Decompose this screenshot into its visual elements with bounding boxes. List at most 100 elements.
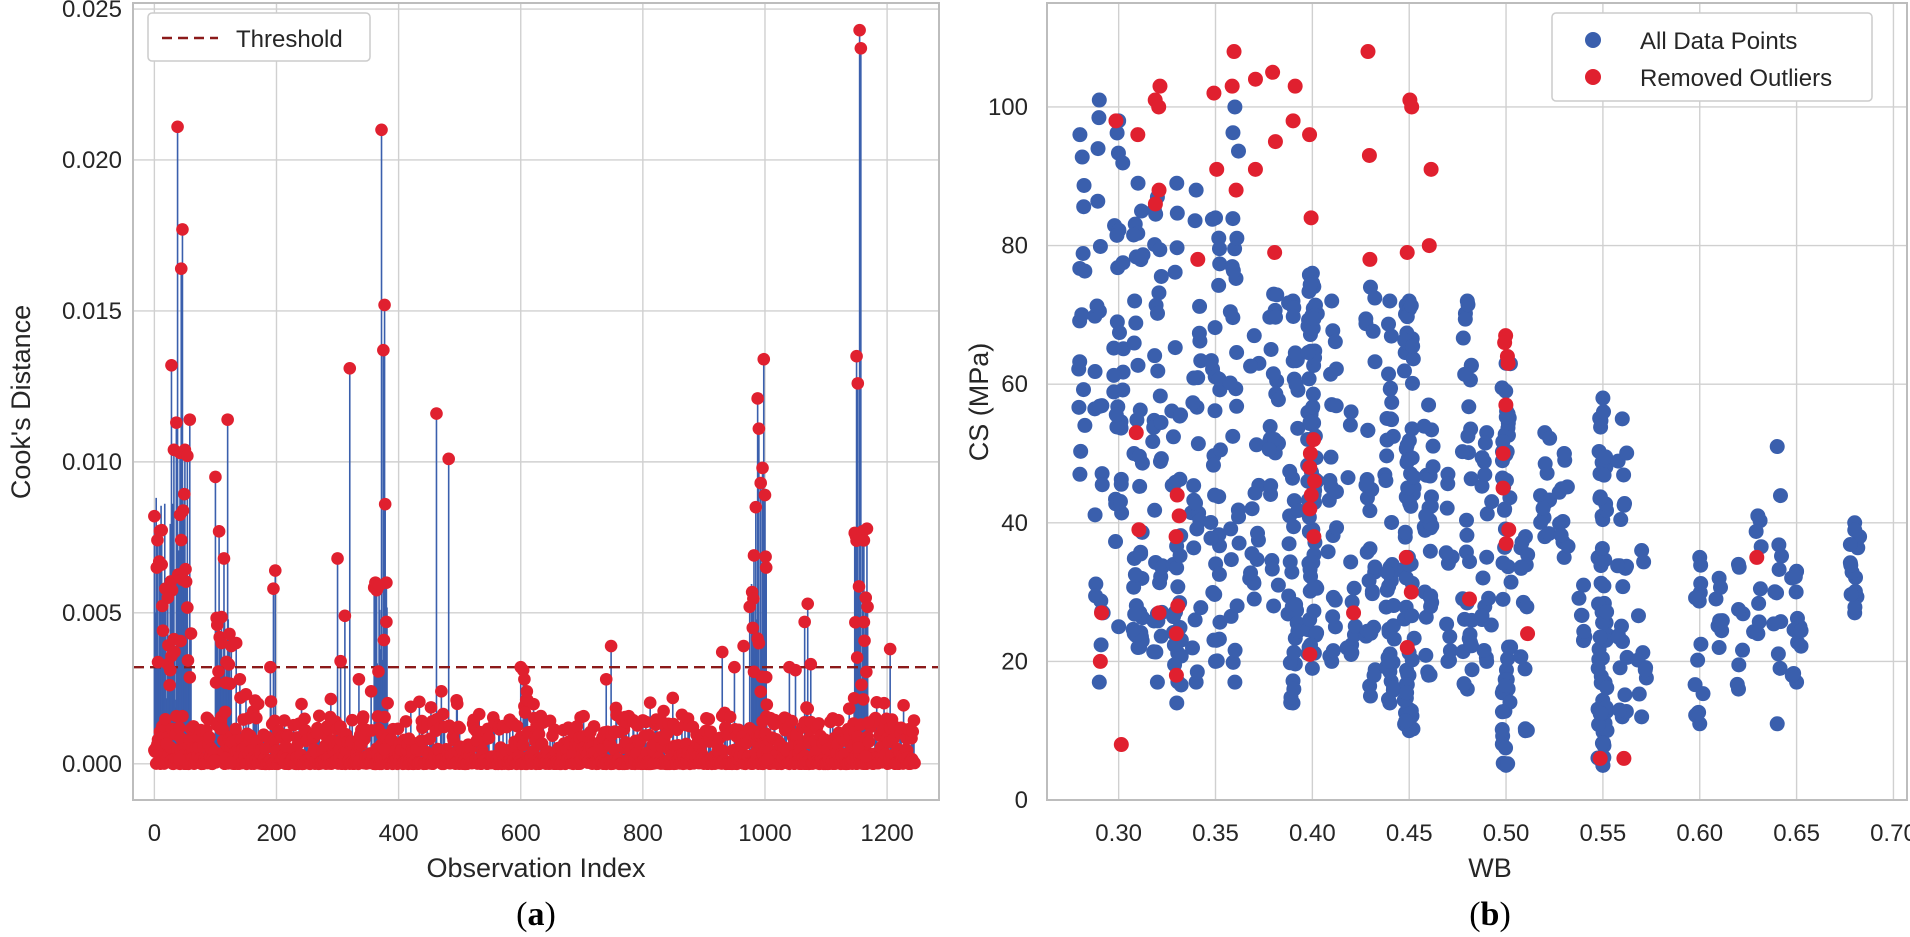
outlier-point [1303, 487, 1319, 503]
stem-marker [413, 695, 426, 709]
data-point [1130, 175, 1146, 191]
stem-marker [442, 452, 455, 466]
stem-marker [704, 725, 717, 738]
data-point [1457, 366, 1473, 382]
data-point [1599, 680, 1615, 696]
data-point [1305, 581, 1321, 597]
plot-frame [1046, 2, 1908, 801]
y-tick-label: 0.025 [62, 0, 122, 23]
data-point [1090, 193, 1106, 209]
stem-marker [208, 754, 222, 767]
stem-marker [239, 688, 253, 701]
data-point [1751, 595, 1767, 611]
data-point [1343, 554, 1359, 570]
data-point [1231, 509, 1247, 525]
data-point [1364, 586, 1380, 602]
data-point [1225, 310, 1241, 326]
stem-marker [312, 709, 326, 723]
data-point [1514, 534, 1530, 550]
outlier-point [1307, 473, 1323, 489]
data-point [1495, 591, 1511, 607]
stem-marker [883, 642, 897, 656]
data-point [1325, 643, 1341, 659]
stem-marker [757, 352, 771, 366]
data-point [1560, 538, 1576, 554]
data-point [1189, 521, 1205, 537]
outlier-point [1495, 480, 1511, 496]
data-point [1631, 686, 1647, 702]
stem-marker [174, 634, 187, 648]
data-point [1151, 285, 1167, 301]
x-tick-label: 400 [379, 820, 419, 847]
y-tick-label: 0.015 [62, 298, 122, 325]
data-point [1463, 471, 1479, 487]
data-point [1687, 677, 1703, 693]
data-point [1186, 478, 1202, 494]
data-point [1207, 320, 1223, 336]
outlier-point [1147, 196, 1163, 212]
stem-marker [377, 633, 391, 647]
data-point [1592, 629, 1608, 645]
data-point [1769, 716, 1785, 732]
data-point [1074, 149, 1090, 165]
data-point [1442, 643, 1458, 659]
data-point [1325, 589, 1341, 605]
stem-marker [184, 627, 198, 640]
data-point [1843, 586, 1859, 602]
data-point [1729, 676, 1745, 692]
stem-marker [430, 407, 443, 420]
y-tick-label: 60 [1001, 371, 1028, 398]
data-point [1386, 598, 1402, 614]
data-point [1358, 477, 1374, 493]
data-point [1474, 478, 1490, 494]
data-point [1325, 609, 1341, 625]
stem-marker [715, 645, 729, 659]
stem-marker [756, 715, 769, 728]
data-point [1126, 227, 1142, 243]
outlier-point [1302, 501, 1318, 517]
data-point [1173, 407, 1189, 423]
x-tick-label: 0.50 [1483, 820, 1530, 847]
data-point [1288, 597, 1304, 613]
data-point [1399, 437, 1415, 453]
data-point [1076, 177, 1092, 193]
stem-marker [268, 564, 282, 577]
data-point [1688, 590, 1704, 606]
data-point [1382, 293, 1398, 309]
stem-marker [181, 654, 195, 667]
data-point [1106, 367, 1122, 383]
data-point [1772, 660, 1788, 676]
outlier-point [1500, 355, 1516, 371]
stem-marker [176, 223, 189, 236]
data-point [1405, 338, 1421, 354]
data-point [1386, 680, 1402, 696]
data-point [1208, 632, 1224, 648]
data-point [1225, 428, 1241, 444]
y-tick-label: 100 [988, 94, 1028, 121]
stem-marker [818, 733, 832, 746]
stem-marker [728, 660, 741, 674]
data-point [1634, 709, 1650, 725]
data-point [1767, 584, 1783, 600]
stem-marker [222, 658, 236, 671]
data-point [1500, 756, 1516, 772]
data-point [1204, 211, 1220, 227]
data-point [1843, 557, 1859, 573]
data-point [1593, 419, 1609, 435]
data-point [1212, 614, 1228, 630]
stem-marker [759, 550, 772, 564]
stem-marker [179, 575, 193, 588]
data-point [1576, 577, 1592, 593]
stem-marker [161, 591, 175, 605]
data-point [1381, 366, 1397, 382]
data-point [1423, 599, 1439, 615]
stem-marker [852, 741, 865, 754]
stem-marker [760, 698, 774, 711]
outlier-point [1209, 161, 1225, 177]
data-point [1223, 552, 1239, 568]
outlier-point [1267, 244, 1283, 260]
data-point [1500, 651, 1516, 667]
stem-marker [324, 692, 338, 706]
data-point [1495, 555, 1511, 571]
stem-marker [737, 639, 750, 653]
